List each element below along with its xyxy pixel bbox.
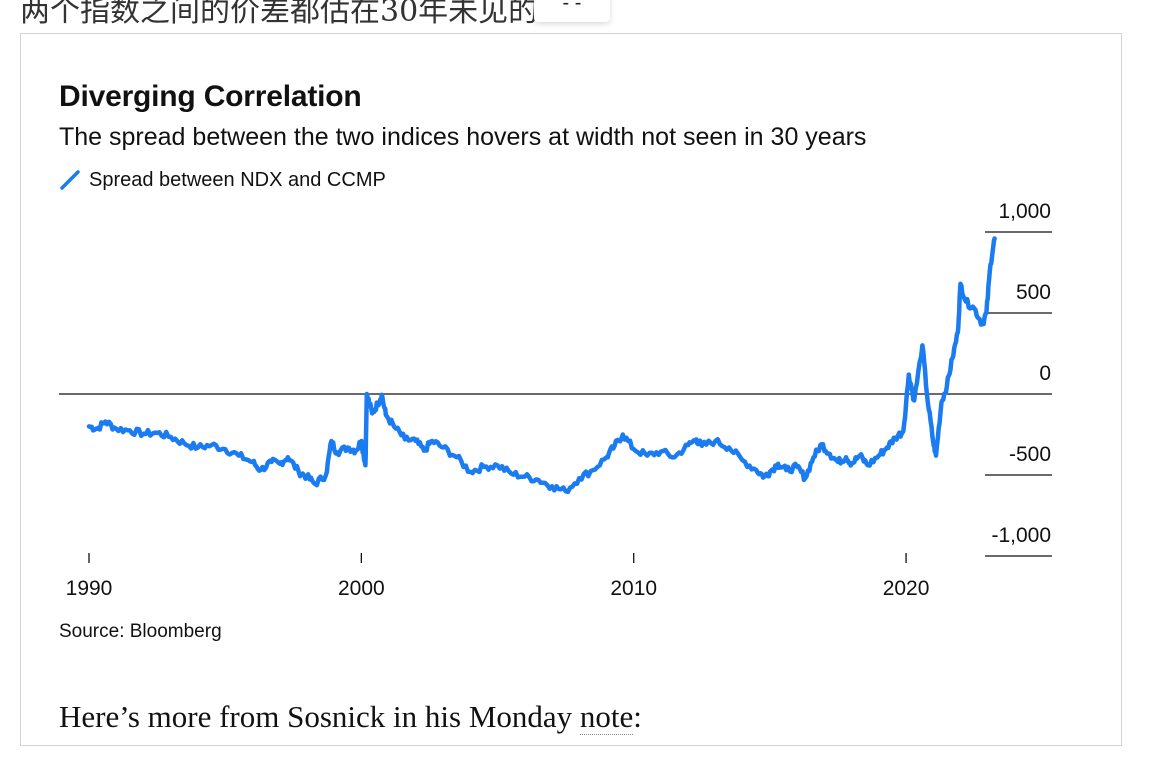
note-link[interactable]: note — [579, 699, 634, 735]
chart-source: Source: Bloomberg — [59, 621, 222, 642]
top-partial-text: 两个指数之间的价差都估在30年未见的 — [20, 0, 539, 29]
chart-title: Diverging Correlation — [59, 80, 362, 113]
y-tick-label: -1,000 — [991, 524, 1051, 547]
article-text: Here’s more from Sosnick in his Monday — [59, 699, 580, 734]
y-axis: 1,000 500 0 -500 -1,000 — [985, 200, 1052, 557]
chart-card — [20, 33, 1122, 746]
y-tick-label: 500 — [1016, 281, 1051, 304]
article-paragraph: Here’s more from Sosnick in his Monday n… — [59, 699, 642, 735]
article-text-end: : — [633, 699, 642, 734]
x-tick-label: 1990 — [66, 577, 113, 600]
chart-legend: Spread between NDX and CCMP — [59, 167, 386, 193]
legend-label: Spread between NDX and CCMP — [89, 168, 386, 191]
top-floating-pill[interactable]: - - — [534, 0, 610, 22]
x-axis: 1990 2000 2010 2020 — [66, 553, 930, 600]
series-line-spread — [86, 236, 997, 495]
x-tick-label: 2010 — [610, 577, 657, 600]
legend-line-icon — [60, 170, 80, 190]
y-tick-label: 1,000 — [998, 200, 1051, 223]
x-tick-label: 2020 — [883, 577, 930, 600]
x-tick-label: 2000 — [338, 577, 385, 600]
y-tick-label: 0 — [1039, 362, 1051, 385]
y-tick-label: -500 — [1009, 443, 1051, 466]
chart-subtitle: The spread between the two indices hover… — [59, 123, 867, 151]
